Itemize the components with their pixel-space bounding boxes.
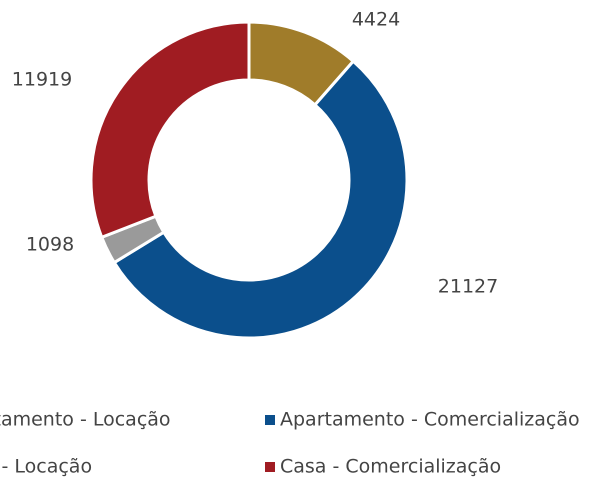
data-label: 1098	[26, 234, 74, 256]
data-label: 4424	[352, 9, 400, 31]
legend-label: Casa - Locação	[0, 456, 92, 478]
donut-segment	[112, 59, 409, 340]
legend-label: Apartamento - Comercialização	[280, 409, 580, 431]
legend-swatch	[265, 415, 275, 425]
legend-swatch	[265, 462, 275, 472]
data-label: 11919	[12, 69, 72, 91]
legend-label: Casa - Comercialização	[280, 456, 501, 478]
donut-segment	[89, 20, 251, 240]
legend-label: Apartamento - Locação	[0, 409, 171, 431]
data-label: 21127	[438, 276, 498, 298]
